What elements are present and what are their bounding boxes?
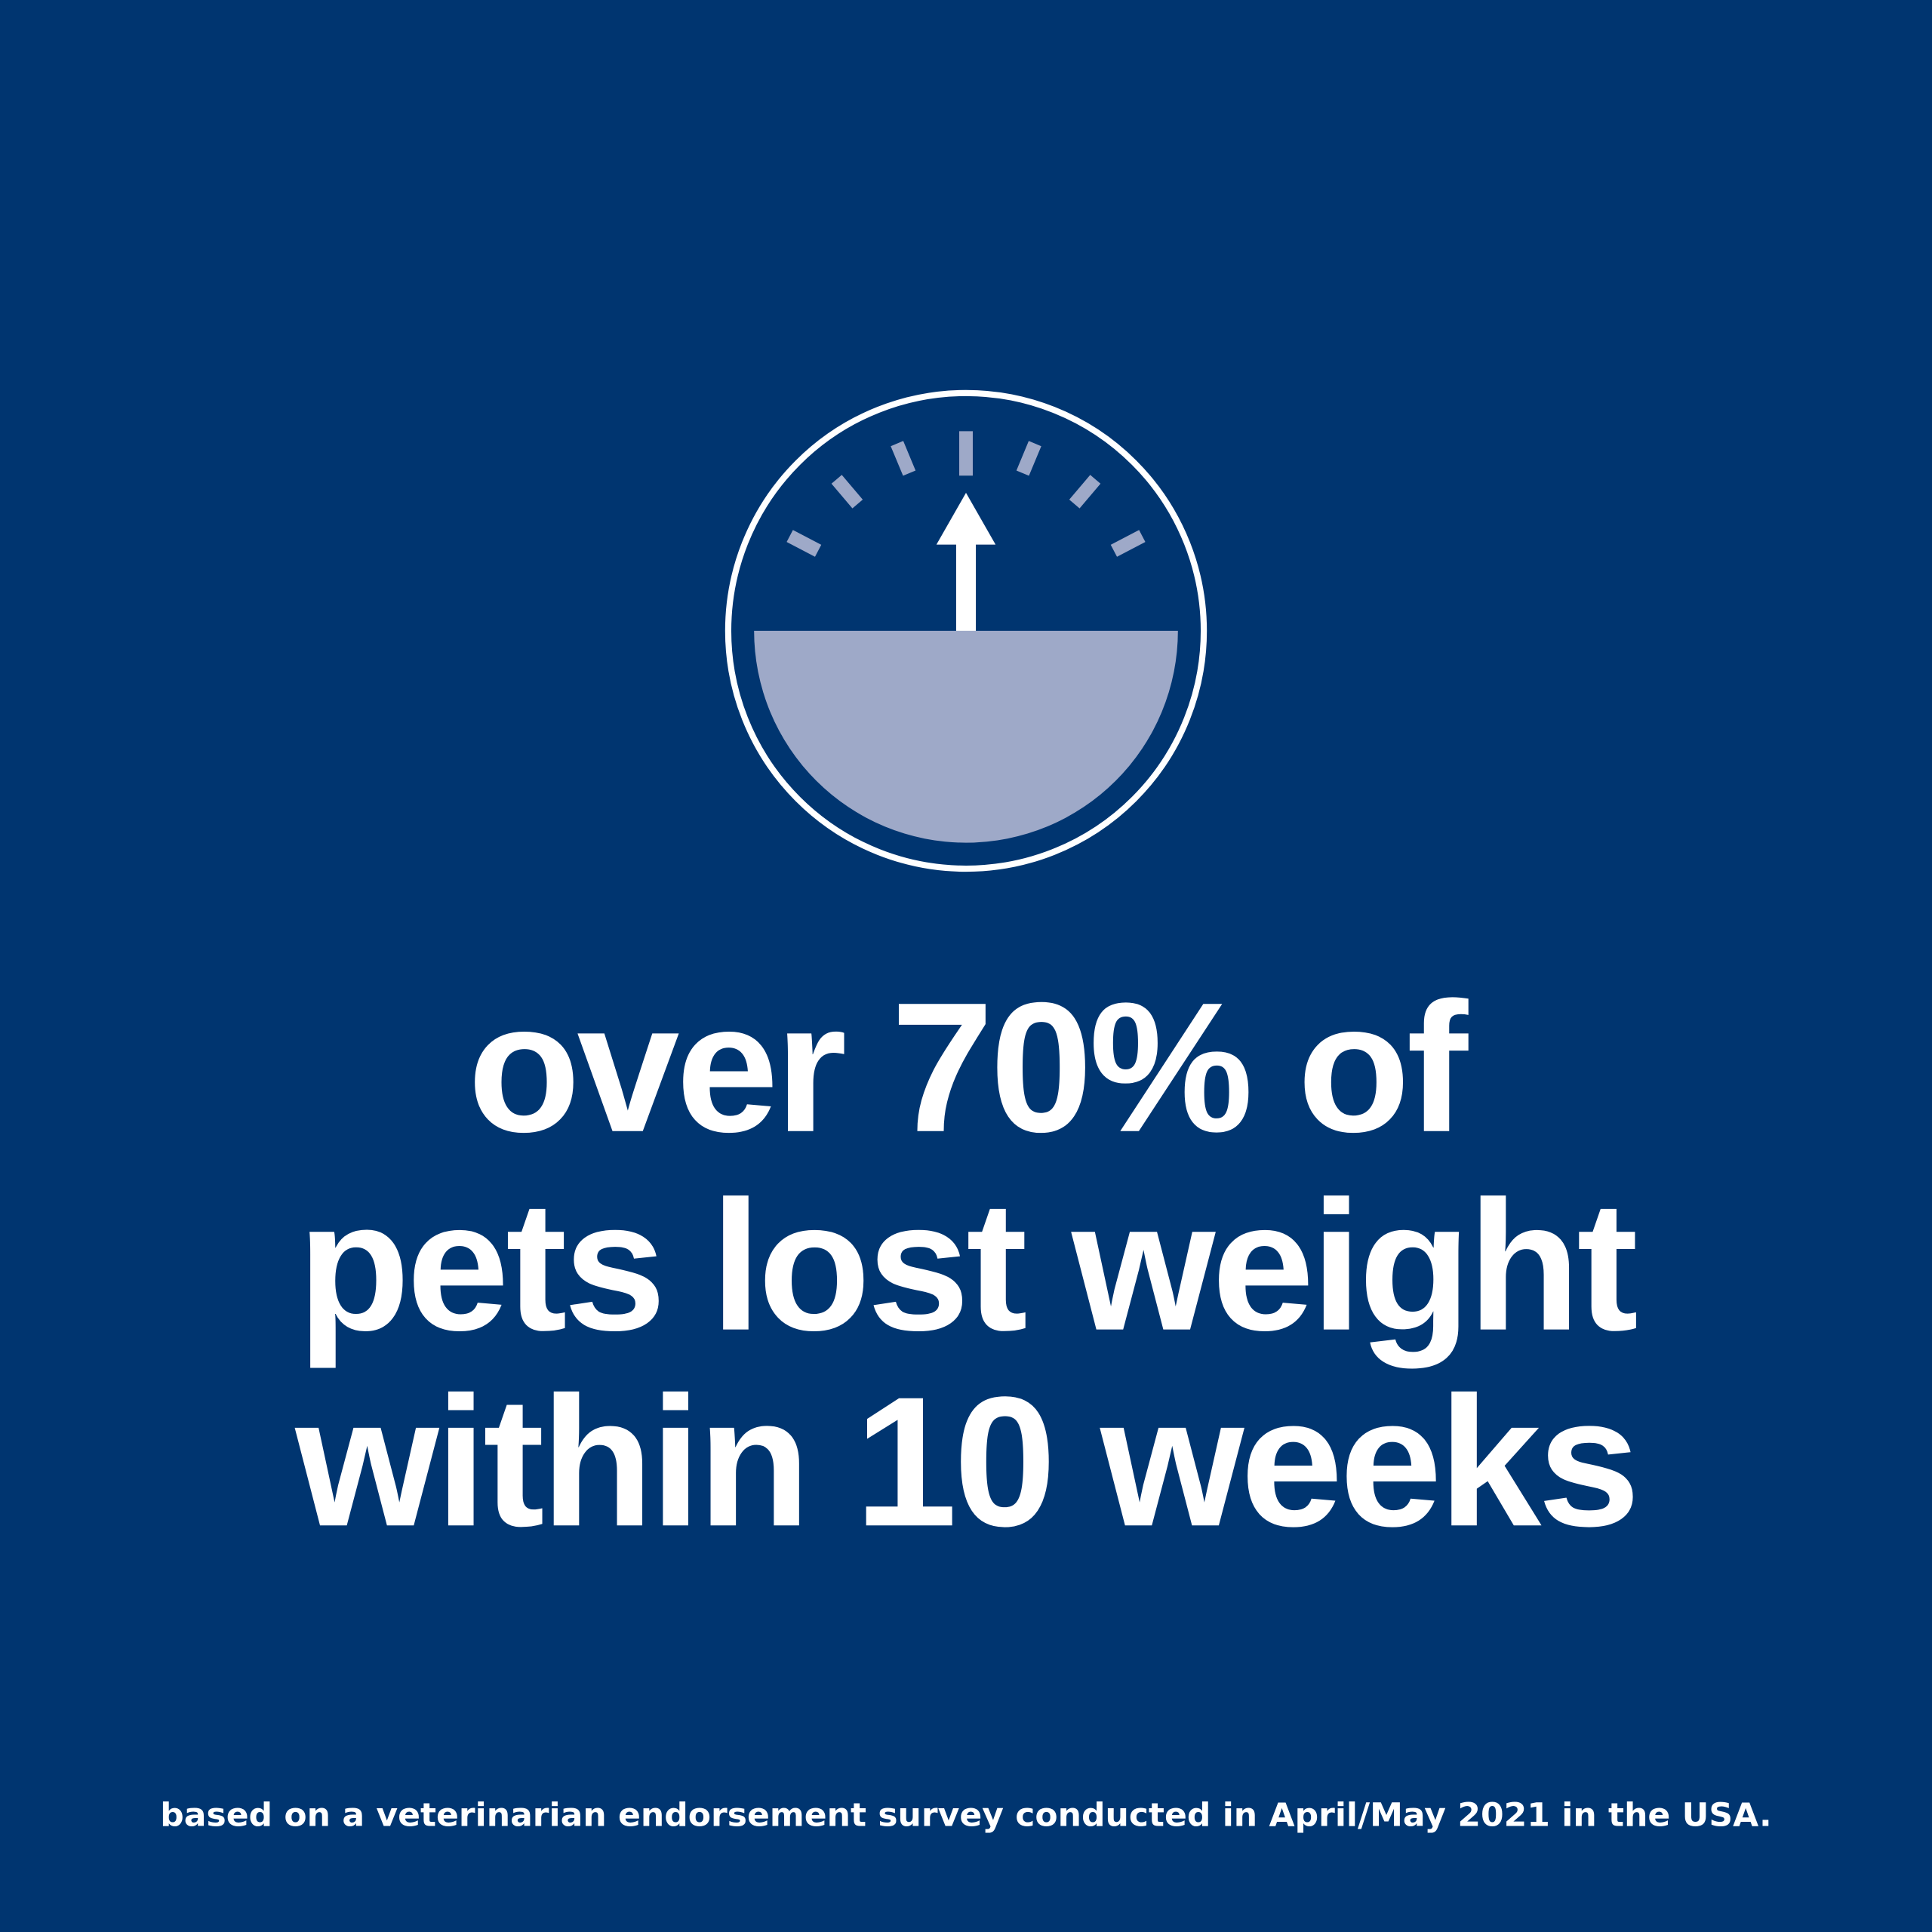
headline-line-3: within 10 weeks xyxy=(294,1358,1636,1564)
gauge-ticks xyxy=(786,431,1146,557)
footnote: based on a veterinarian endorsement surv… xyxy=(160,1798,1772,1835)
gauge-fill xyxy=(754,630,1178,843)
weight-scale-gauge-icon xyxy=(724,389,1208,872)
headline-line-2: pets lost weight xyxy=(297,1162,1636,1369)
headline-line-1: over 70% of xyxy=(468,964,1469,1171)
gauge-needle-arrow xyxy=(936,493,996,631)
